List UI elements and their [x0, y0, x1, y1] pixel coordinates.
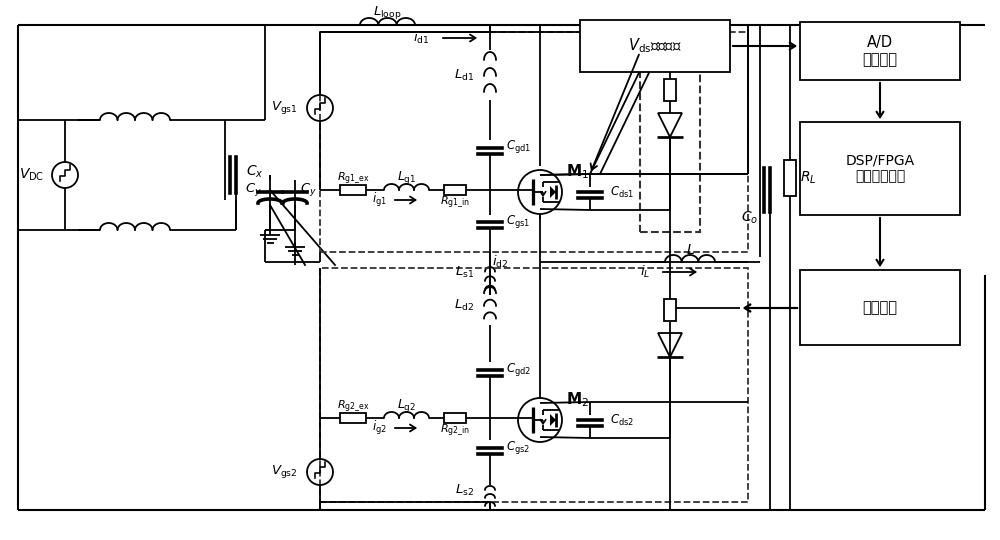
Text: $C_{\mathrm{ds2}}$: $C_{\mathrm{ds2}}$: [610, 413, 634, 428]
Text: $C_{\mathrm{gd1}}$: $C_{\mathrm{gd1}}$: [506, 138, 531, 156]
Text: $R_L$: $R_L$: [800, 170, 816, 186]
Bar: [640, 40, 700, 232]
Text: $L_{\mathrm{s2}}$: $L_{\mathrm{s2}}$: [455, 482, 474, 497]
Text: $C_y$: $C_y$: [245, 181, 261, 199]
Text: $i_{\mathrm{d2}}$: $i_{\mathrm{d2}}$: [492, 254, 508, 270]
Text: $R_{\mathrm{g1\_in}}$: $R_{\mathrm{g1\_in}}$: [440, 194, 470, 210]
Text: $\mathbf{M}_1$: $\mathbf{M}_1$: [566, 163, 590, 181]
Bar: [320, 268, 748, 502]
Text: $C_{\mathrm{ds1}}$: $C_{\mathrm{ds1}}$: [610, 185, 634, 200]
Text: $C_o$: $C_o$: [741, 210, 759, 226]
Text: $V_{\mathrm{gs1}}$: $V_{\mathrm{gs1}}$: [271, 99, 298, 117]
Bar: [664, 79, 676, 101]
Text: $i_L$: $i_L$: [640, 264, 650, 280]
Text: 电机模块: 电机模块: [862, 300, 898, 315]
Text: $\mathbf{M}_2$: $\mathbf{M}_2$: [566, 390, 590, 409]
Text: $C_{\mathrm{gs2}}$: $C_{\mathrm{gs2}}$: [506, 440, 530, 456]
Bar: [340, 413, 366, 423]
Text: DSP/FPGA
信号处理模块: DSP/FPGA 信号处理模块: [845, 153, 915, 184]
Text: $L_{\mathrm{loop}}$: $L_{\mathrm{loop}}$: [373, 4, 401, 22]
Text: $C_y$: $C_y$: [300, 181, 316, 199]
Text: $L_{\mathrm{d2}}$: $L_{\mathrm{d2}}$: [454, 298, 474, 313]
Bar: [664, 299, 676, 321]
Text: $V_{\mathrm{ds}}$信号采样: $V_{\mathrm{ds}}$信号采样: [628, 37, 682, 56]
Bar: [784, 160, 796, 196]
Text: $V_{\mathrm{gs2}}$: $V_{\mathrm{gs2}}$: [271, 463, 298, 481]
Bar: [444, 185, 466, 195]
Text: $i_{\mathrm{g1}}$: $i_{\mathrm{g1}}$: [372, 191, 387, 209]
Text: $C_{\mathrm{gd2}}$: $C_{\mathrm{gd2}}$: [506, 361, 531, 379]
Text: $V_{\mathrm{DC}}$: $V_{\mathrm{DC}}$: [19, 167, 45, 183]
Text: $L_{\mathrm{s1}}$: $L_{\mathrm{s1}}$: [455, 265, 474, 280]
Bar: [800, 22, 960, 80]
Bar: [320, 32, 748, 252]
Text: $R_{\mathrm{g2\_ex}}$: $R_{\mathrm{g2\_ex}}$: [337, 398, 369, 414]
Text: A/D
转换模块: A/D 转换模块: [862, 35, 898, 67]
Polygon shape: [550, 414, 556, 426]
Text: $L_{\mathrm{g1}}$: $L_{\mathrm{g1}}$: [397, 170, 417, 186]
Text: $R_{\mathrm{g2\_in}}$: $R_{\mathrm{g2\_in}}$: [440, 422, 470, 438]
Text: $i_{\mathrm{d1}}$: $i_{\mathrm{d1}}$: [413, 30, 430, 46]
Bar: [800, 122, 960, 215]
Bar: [444, 413, 466, 423]
Text: $L_{\mathrm{g2}}$: $L_{\mathrm{g2}}$: [397, 397, 417, 415]
Text: $i_{\mathrm{g2}}$: $i_{\mathrm{g2}}$: [372, 419, 387, 437]
Bar: [580, 20, 730, 72]
Text: $C_x$: $C_x$: [246, 164, 264, 180]
Text: $L_{\mathrm{d1}}$: $L_{\mathrm{d1}}$: [454, 68, 474, 83]
Text: $L$: $L$: [686, 243, 694, 257]
Polygon shape: [550, 186, 556, 198]
Bar: [800, 270, 960, 345]
Text: $R_{\mathrm{g1\_ex}}$: $R_{\mathrm{g1\_ex}}$: [337, 170, 369, 186]
Bar: [340, 185, 366, 195]
Text: $C_{\mathrm{gs1}}$: $C_{\mathrm{gs1}}$: [506, 213, 530, 231]
